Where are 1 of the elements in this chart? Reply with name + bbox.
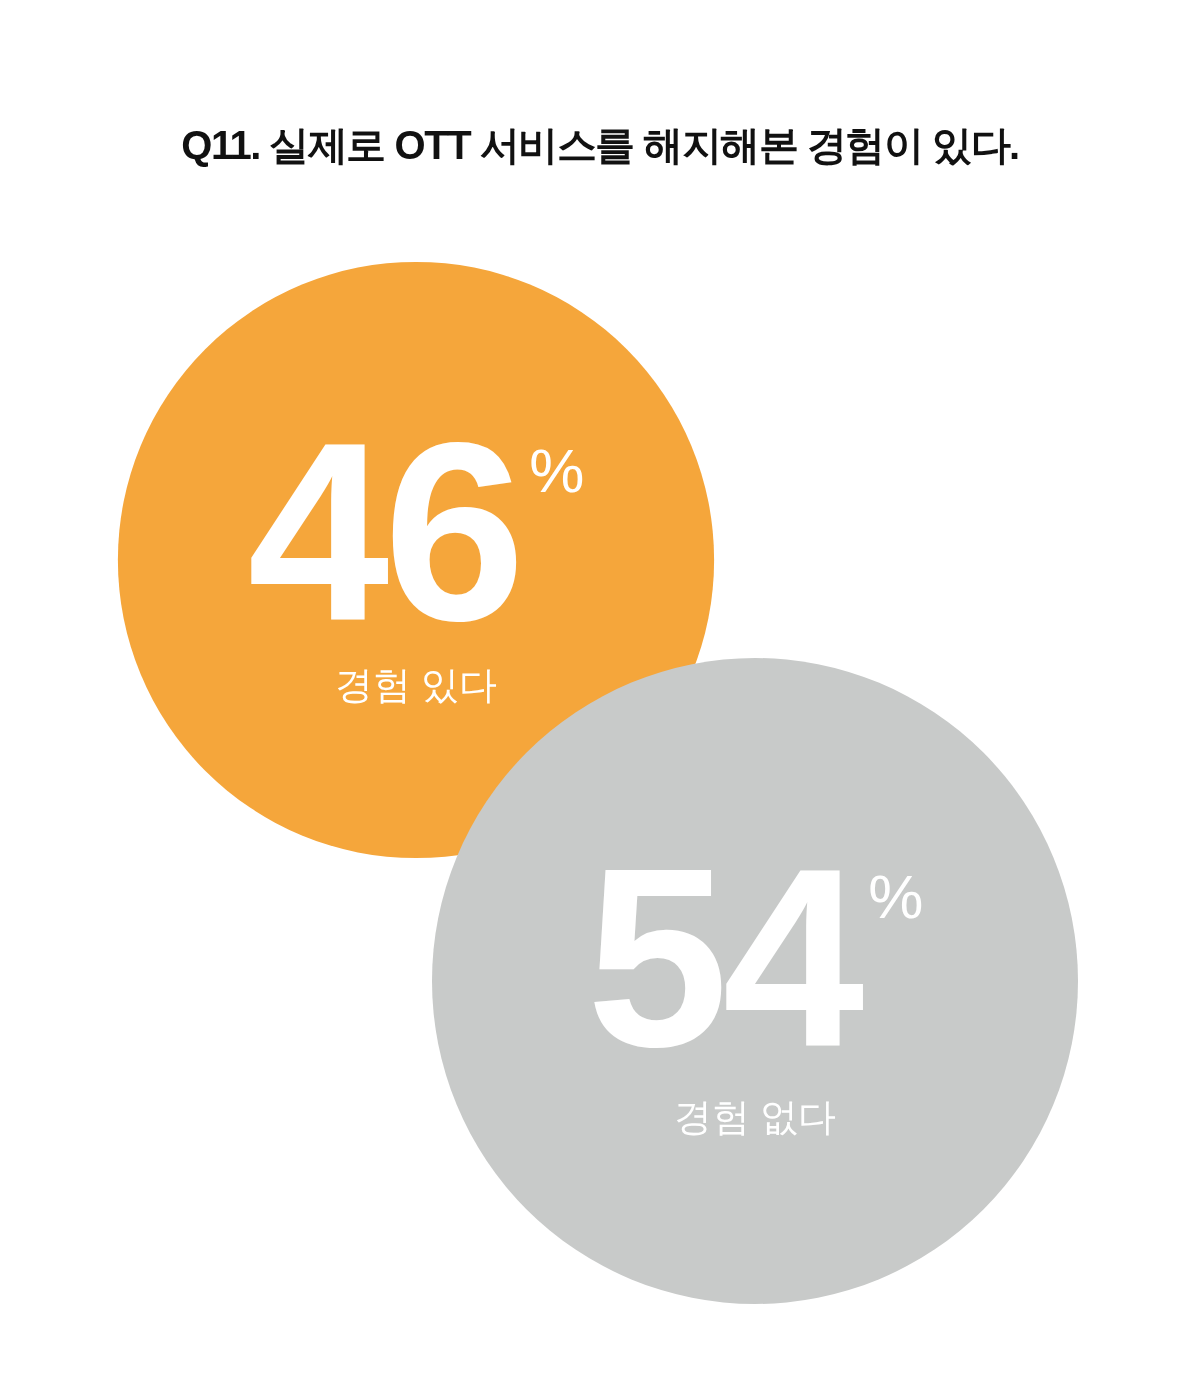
text: Q11. 실제로 OTT 서비스를 해지해본 경험이 있다. bbox=[180, 122, 1020, 169]
